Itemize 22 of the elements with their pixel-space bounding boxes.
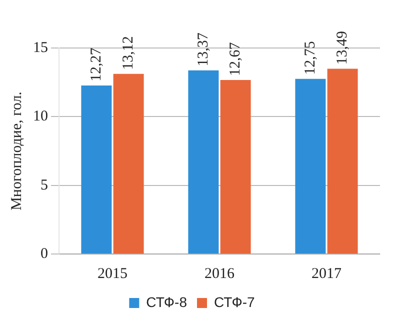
bar [113,74,144,254]
x-tick-label: 2015 [98,266,128,282]
y-axis-title: Многоплодие, гол. [8,92,25,210]
y-tick-label: 0 [40,246,48,262]
bar [327,68,358,254]
bar [220,80,251,254]
data-label: 13,37 [195,32,212,66]
data-label: 12,75 [302,41,318,75]
bar [81,85,112,254]
bar [295,78,326,254]
legend-label: СТФ-7 [214,294,256,310]
y-tick-label: 10 [33,108,48,125]
data-label: 13,49 [334,30,350,65]
data-label: 13,12 [120,36,136,70]
x-tick-label: 2017 [312,266,342,282]
bar [188,70,219,254]
data-label: 12,27 [88,47,104,82]
y-tick-label: 15 [33,40,48,56]
data-label: 12,67 [227,42,244,76]
legend-label: СТФ-8 [146,294,188,310]
x-tick-label: 2016 [204,266,235,282]
y-tick-label: 5 [40,177,48,194]
